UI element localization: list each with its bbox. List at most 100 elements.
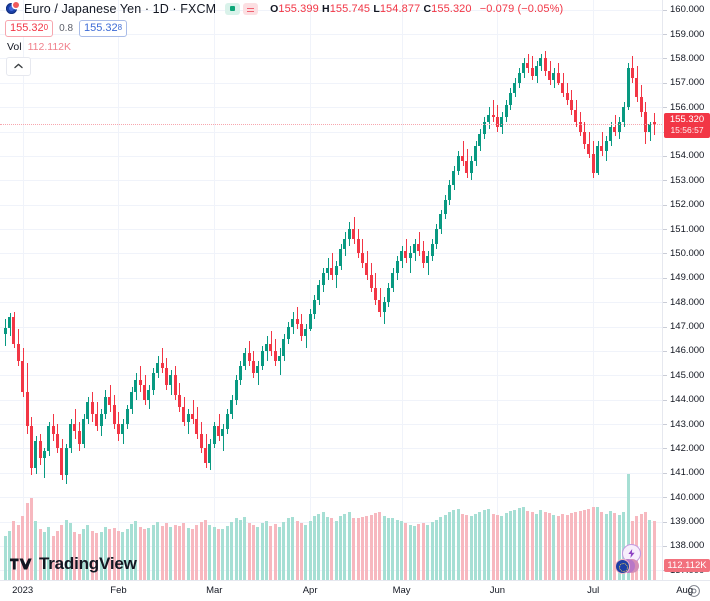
volume-bar xyxy=(617,514,621,580)
volume-legend-label: Vol xyxy=(7,41,22,53)
volume-bar xyxy=(25,503,29,580)
candle-wick xyxy=(44,448,45,478)
candle-body xyxy=(16,343,20,361)
volume-bar xyxy=(273,524,277,580)
candle-body xyxy=(69,424,73,449)
candle-body xyxy=(256,365,260,373)
current-price-tag[interactable]: 155.320 15:56:57 xyxy=(664,112,710,138)
volume-bar xyxy=(517,508,521,580)
candle-wick xyxy=(410,246,411,273)
price-axis-tick: 142.000 xyxy=(663,442,710,454)
volume-bar xyxy=(16,525,20,580)
time-axis-tick-label: Jun xyxy=(489,585,506,596)
gridline-horizontal xyxy=(0,350,662,352)
realtime-icon[interactable] xyxy=(243,2,259,15)
price-axis[interactable]: 160.000159.000158.000157.000156.000155.0… xyxy=(662,0,710,580)
price-axis-tick-label: 157.000 xyxy=(670,77,705,89)
bid-price-badge[interactable]: 155.32 0 xyxy=(5,19,54,37)
candle-body xyxy=(630,68,634,78)
volume-bar xyxy=(286,518,290,580)
volume-bar xyxy=(421,523,425,580)
volume-bar xyxy=(465,514,469,580)
candle-wick xyxy=(362,238,363,269)
volume-bar xyxy=(217,529,221,580)
volume-bar xyxy=(60,525,64,580)
candle-body xyxy=(569,99,573,110)
volume-bar xyxy=(526,511,530,580)
candle-wick xyxy=(332,253,333,281)
ohlc-o-label: O xyxy=(270,2,279,15)
price-axis-tick-label: 152.000 xyxy=(670,199,705,211)
candle-body xyxy=(596,146,600,173)
price-axis-tick: 157.000 xyxy=(663,77,710,89)
volume-bar xyxy=(591,506,595,580)
volume-bar xyxy=(369,514,373,580)
volume-bar xyxy=(430,522,434,580)
candle-body xyxy=(208,443,212,463)
chevron-up-icon[interactable] xyxy=(6,56,31,76)
candle-body xyxy=(204,448,208,463)
gridline-horizontal xyxy=(0,277,662,279)
candle-body xyxy=(391,272,395,288)
volume-bar xyxy=(295,521,299,580)
candle-body xyxy=(151,372,155,390)
candle-body xyxy=(273,350,277,361)
candle-body xyxy=(552,73,556,81)
market-open-icon[interactable] xyxy=(225,2,241,15)
currency-flags-icon[interactable] xyxy=(615,558,639,575)
volume-bar xyxy=(151,525,155,580)
ask-price-badge[interactable]: 155.32 8 xyxy=(79,19,128,37)
candle-body xyxy=(182,406,186,422)
volume-bar xyxy=(82,528,86,580)
volume-bar xyxy=(182,523,186,580)
candle-body xyxy=(138,380,142,386)
candle-body xyxy=(430,243,434,256)
chart-legend: Euro / Japanese Yen · 1D · FXCM O155.399… xyxy=(0,0,662,77)
volume-bar xyxy=(160,525,164,580)
spread-value: 0.8 xyxy=(59,22,74,34)
volume-bar xyxy=(77,534,81,580)
candle-body xyxy=(339,248,343,266)
volume-bar xyxy=(3,536,7,580)
time-axis[interactable]: 2023 Feb Mar Apr May Jun Jul Aug xyxy=(0,580,710,601)
volume-bar xyxy=(500,515,504,580)
candle-body xyxy=(447,185,451,200)
volume-bar xyxy=(191,529,194,580)
price-axis-tick: 152.000 xyxy=(663,199,710,211)
chart-plot-area[interactable] xyxy=(0,0,662,580)
candle-body xyxy=(508,92,512,105)
volume-bar xyxy=(116,530,120,580)
volume-bar xyxy=(112,527,116,580)
volume-bar xyxy=(156,522,160,580)
gridline-horizontal xyxy=(0,204,662,206)
candle-body xyxy=(365,263,369,276)
time-axis-tick-label: Aug xyxy=(676,585,694,596)
ohlc-values: O155.399 H155.745 L154.877 C155.320 −0.0… xyxy=(270,3,563,15)
symbol-title[interactable]: Euro / Japanese Yen · 1D · FXCM xyxy=(24,1,217,16)
volume-bar xyxy=(317,514,321,580)
candle-body xyxy=(286,326,290,339)
candle-body xyxy=(334,265,338,276)
candle-body xyxy=(478,134,482,147)
volume-bar xyxy=(164,523,168,580)
candle-wick xyxy=(493,99,494,122)
volume-bar xyxy=(321,512,325,580)
price-axis-tick-label: 154.000 xyxy=(670,150,705,162)
gridline-horizontal xyxy=(0,326,662,328)
volume-bar xyxy=(42,532,46,580)
price-axis-tick: 141.000 xyxy=(663,467,710,479)
volume-bar xyxy=(543,512,547,580)
candle-body xyxy=(103,397,107,415)
candle-body xyxy=(491,114,495,117)
volume-bar xyxy=(508,511,512,580)
price-axis-tick-label: 146.000 xyxy=(670,345,705,357)
volume-bar xyxy=(125,528,129,580)
volume-bar xyxy=(456,508,460,580)
candle-body xyxy=(160,363,164,368)
gridline-horizontal xyxy=(0,424,662,426)
volume-bar xyxy=(513,509,517,580)
volume-value-tag[interactable]: 112.112K xyxy=(664,559,710,572)
volume-bar xyxy=(434,519,438,580)
candle-body xyxy=(225,414,229,429)
candle-body xyxy=(504,104,508,117)
